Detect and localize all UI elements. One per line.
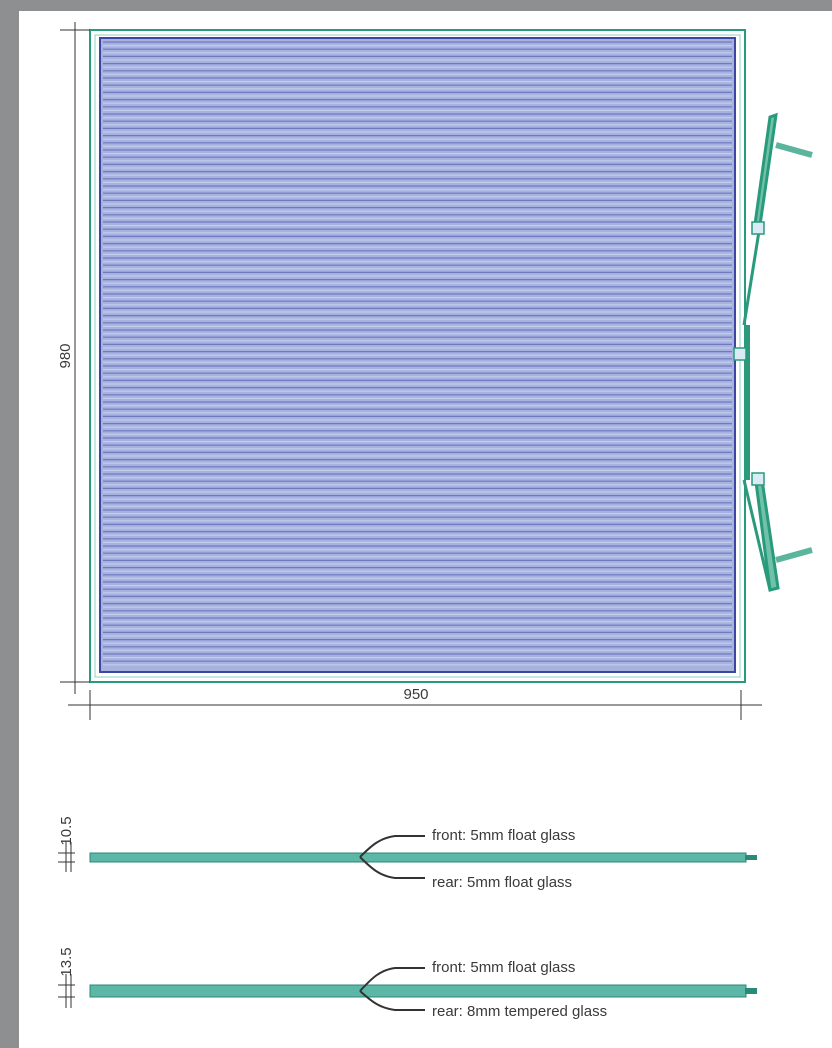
hinge-top xyxy=(751,221,765,235)
panel-front-view xyxy=(89,29,746,683)
hinge-bottom xyxy=(751,472,765,486)
section-b-thickness-label: 13.5 xyxy=(58,947,75,976)
absorber-tubes xyxy=(103,41,732,666)
section-a-front-note: front: 5mm float glass xyxy=(432,827,575,844)
section-a-end-cap xyxy=(745,855,757,860)
sidebar-strip xyxy=(0,0,19,1048)
height-dimension xyxy=(60,22,90,694)
section-a-edge xyxy=(58,835,757,879)
glass-section-a xyxy=(89,852,747,863)
glass-section-b xyxy=(89,984,747,998)
section-a-thickness-label: 10.5 xyxy=(58,816,75,845)
top-bar xyxy=(0,0,832,11)
side-bracket xyxy=(733,112,813,592)
section-a-rear-note: rear: 5mm float glass xyxy=(432,874,572,891)
section-b-end-cap xyxy=(745,988,757,994)
section-b-rear-note: rear: 8mm tempered glass xyxy=(432,1003,607,1020)
section-b-front-note: front: 5mm float glass xyxy=(432,959,575,976)
height-label: 980 xyxy=(57,343,74,368)
width-label: 950 xyxy=(403,686,428,703)
section-b-edge xyxy=(58,967,757,1011)
width-dimension xyxy=(68,690,762,720)
hinge-middle xyxy=(733,347,747,361)
